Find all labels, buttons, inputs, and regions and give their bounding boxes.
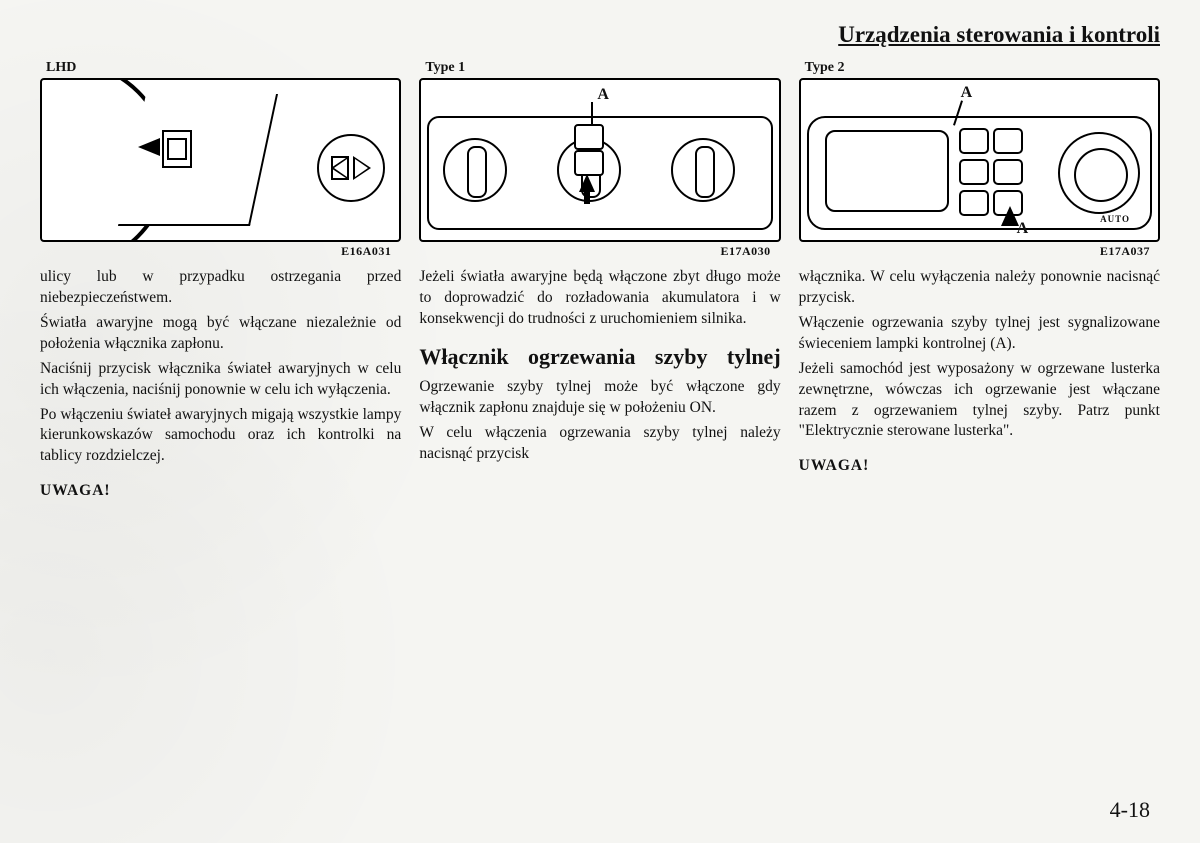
marker-a-label: A	[597, 86, 609, 104]
col1-p4: Po włączeniu świateł awaryjnych migają w…	[40, 405, 401, 468]
col1-p3: Naciśnij przycisk włącznika świateł awar…	[40, 359, 401, 401]
knob-icon	[695, 146, 715, 198]
defog-button-top-icon	[574, 124, 604, 150]
hvac-button-icon	[993, 159, 1023, 185]
lcd-display-icon	[825, 130, 949, 212]
figure2-code: E17A030	[419, 244, 780, 259]
col1-text: ulicy lub w przypadku ostrzegania przed …	[40, 267, 401, 502]
col2-p2: Ogrzewanie szyby tylnej może być włączon…	[419, 377, 780, 419]
pointer-arrow-up-icon	[1001, 206, 1019, 226]
col3-warning: UWAGA!	[799, 456, 1160, 477]
marker-a-top: A	[961, 84, 973, 102]
col3-p2: Włączenie ogrzewania szyby tylnej jest s…	[799, 313, 1160, 355]
page-number: 4-18	[1110, 797, 1150, 823]
col1-p2: Światła awaryjne mogą być włączane nieza…	[40, 313, 401, 355]
dashboard-panel-icon	[118, 94, 278, 226]
figure1-code: E16A031	[40, 244, 401, 259]
content-columns: LHD E16A031 ulicy lub w przypadku ostrze…	[40, 60, 1160, 502]
col3-p3: Jeżeli samochód jest wyposażony w ogrzew…	[799, 359, 1160, 443]
pointer-arrow-up-icon	[579, 174, 595, 192]
col2-text: Jeżeli światła awaryjne będą włączone zb…	[419, 267, 780, 465]
col1-p1: ulicy lub w przypadku ostrzegania przed …	[40, 267, 401, 309]
hvac-button-icon	[993, 128, 1023, 154]
figure2-box: A	[419, 78, 780, 242]
arrow-right-icon	[353, 156, 371, 180]
figure1-label: LHD	[40, 60, 401, 76]
hvac-button-icon	[959, 190, 989, 216]
figure1-box	[40, 78, 401, 242]
figure2-label: Type 1	[419, 60, 780, 76]
button-column-1	[959, 128, 985, 221]
knob-icon	[467, 146, 487, 198]
hvac-button-icon	[959, 128, 989, 154]
col2-p3: W celu włączenia ogrzewania szyby tylnej…	[419, 423, 780, 465]
col1-warning: UWAGA!	[40, 481, 401, 502]
hazard-switch-icon	[162, 130, 192, 168]
col2-p1: Jeżeli światła awaryjne będą włączone zb…	[419, 267, 780, 330]
column-right: Type 2 A AUTO A	[799, 60, 1160, 502]
dial-right-icon	[671, 138, 735, 202]
arrow-left-icon	[331, 156, 349, 180]
figure3-code: E17A037	[799, 244, 1160, 259]
figure3-box: A AUTO A	[799, 78, 1160, 242]
col2-heading: Włącznik ogrzewania szyby tylnej	[419, 344, 780, 369]
dial-left-icon	[443, 138, 507, 202]
figure3-label: Type 2	[799, 60, 1160, 76]
turn-indicator-circle-icon	[317, 134, 385, 202]
col3-text: włącznika. W celu wyłączenia należy pono…	[799, 267, 1160, 477]
column-left: LHD E16A031 ulicy lub w przypadku ostrze…	[40, 60, 401, 502]
manual-page: Urządzenia sterowania i kontroli LHD E16…	[0, 0, 1200, 843]
col3-p1: włącznika. W celu wyłączenia należy pono…	[799, 267, 1160, 309]
column-middle: Type 1 A E17A030 Jeżeli światła awaryjne…	[419, 60, 780, 502]
page-title: Urządzenia sterowania i kontroli	[838, 22, 1160, 48]
pointer-arrow-icon	[138, 138, 160, 156]
hvac-button-icon	[959, 159, 989, 185]
defog-button-bottom-icon	[574, 150, 604, 176]
temperature-dial-icon	[1058, 132, 1140, 214]
auto-label: AUTO	[1100, 214, 1130, 224]
